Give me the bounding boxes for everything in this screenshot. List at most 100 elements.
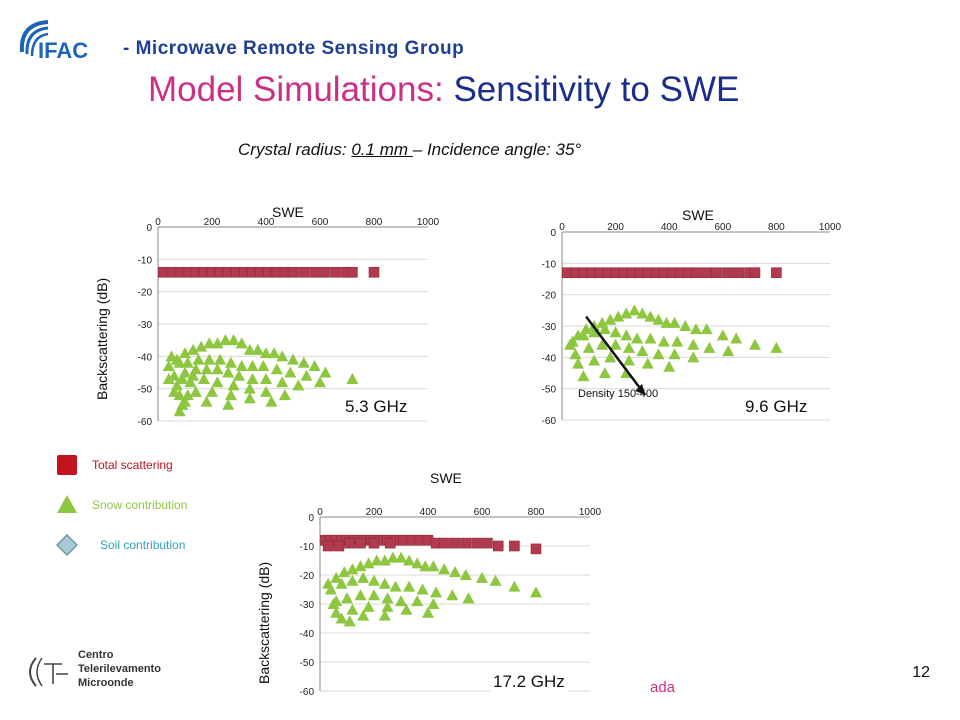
svg-text:IFAC: IFAC <box>38 38 88 63</box>
snow-contribution-point <box>357 609 370 621</box>
snow-contribution-point <box>235 360 248 372</box>
snow-contribution-point <box>620 329 633 341</box>
snow-contribution-point <box>687 351 700 363</box>
snow-contribution-point <box>476 571 488 583</box>
y-tick-label: -60 <box>300 687 315 698</box>
snow-contribution-point <box>582 341 595 353</box>
snow-contribution-point <box>203 337 216 349</box>
snow-contribution-point <box>660 316 673 328</box>
snow-contribution-point <box>572 357 585 369</box>
x-tick-label: 1000 <box>417 217 440 228</box>
density-arrow <box>585 315 647 396</box>
snow-contribution-point <box>403 554 416 566</box>
snow-contribution-point <box>260 347 272 359</box>
y-tick-label: 0 <box>550 228 556 239</box>
snow-contribution-point <box>378 609 391 621</box>
snow-contribution-point <box>400 603 413 615</box>
y-tick-label: -30 <box>138 320 153 331</box>
chart-9-6ghz-xlabel: SWE <box>682 207 714 223</box>
x-tick-label: 600 <box>714 222 731 233</box>
snow-contribution-point <box>641 357 654 369</box>
snow-contribution-point <box>612 310 625 322</box>
snow-contribution-point <box>427 598 440 609</box>
legend-soil-label: Soil contribution <box>100 538 186 552</box>
snow-contribution-point <box>187 343 200 355</box>
x-tick-label: 600 <box>474 507 491 518</box>
x-tick-label: 200 <box>204 217 221 228</box>
snow-contribution-point <box>227 334 240 346</box>
y-tick-label: -20 <box>138 288 153 299</box>
snow-contribution-point <box>636 345 649 357</box>
snow-contribution-point <box>181 389 194 401</box>
snow-contribution-point <box>179 347 191 359</box>
snow-contribution-point <box>588 326 601 338</box>
chart-5-3ghz: 0 -10 -20 -30 -40 -50 -60 0 200 400 600 800 1000 <box>128 215 440 435</box>
snow-contribution-point <box>354 589 367 601</box>
legend-snow-swatch <box>56 494 78 519</box>
snow-contribution-point <box>287 353 299 365</box>
ctm-logo-line2: Telerilevamento <box>78 663 161 675</box>
subtitle: Crystal radius: 0.1 mm – Incidence angle… <box>238 140 582 159</box>
ifac-logo: IFAC <box>18 18 118 72</box>
y-tick-label: -50 <box>542 385 557 396</box>
snow-contribution-point <box>335 612 348 624</box>
chart-5-3ghz-ylabel: Backscattering (dB) <box>94 277 110 400</box>
snow-contribution-point <box>308 360 321 372</box>
snow-contribution-point <box>197 372 210 384</box>
snow-contribution-point <box>378 554 391 566</box>
snow-contribution-point <box>577 370 590 382</box>
snow-contribution-point <box>284 366 297 378</box>
snow-contribution-point <box>319 366 332 378</box>
snow-contribution-point <box>395 551 407 563</box>
page-title: Model Simulations: Sensitivity to SWE <box>148 70 740 109</box>
snow-contribution-point <box>462 592 475 604</box>
snow-contribution-point <box>243 392 256 404</box>
snow-contribution-point <box>176 398 189 410</box>
chart-17-2ghz-xlabel: SWE <box>430 470 462 486</box>
total-scattering-point <box>287 266 299 278</box>
y-tick-label: -30 <box>542 322 557 333</box>
snow-contribution-point <box>206 385 218 397</box>
y-tick-label: -10 <box>542 259 557 270</box>
y-tick-label: -60 <box>138 417 153 428</box>
total-scattering-point <box>701 267 713 279</box>
y-tick-label: -40 <box>138 352 153 363</box>
total-scattering-point <box>771 267 782 279</box>
chart-9-6ghz-frequency: 9.6 GHz <box>742 397 811 417</box>
snow-contribution-point <box>609 326 622 338</box>
snow-contribution-point <box>257 360 270 372</box>
snow-contribution-point <box>671 335 684 347</box>
snow-contribution-point <box>416 583 429 595</box>
total-scattering-point <box>344 537 356 549</box>
snow-contribution-point <box>335 577 348 589</box>
snow-contribution-point <box>214 353 227 365</box>
snow-contribution-point <box>598 367 611 378</box>
snow-contribution-point <box>189 385 202 397</box>
snow-contribution-point <box>644 310 657 322</box>
snow-contribution-point <box>173 405 186 417</box>
snow-contribution-point <box>716 329 729 341</box>
x-tick-label: 1000 <box>819 222 842 233</box>
y-tick-label: 0 <box>146 223 152 234</box>
snow-contribution-point <box>722 345 735 357</box>
page-number: 12 <box>912 664 930 681</box>
snow-contribution-point <box>362 557 375 569</box>
snow-contribution-point <box>577 329 590 341</box>
total-scattering-point <box>482 537 493 549</box>
x-tick-label: 1000 <box>579 507 602 518</box>
y-tick-label: -30 <box>300 600 315 611</box>
total-scattering-point <box>449 537 461 549</box>
snow-contribution-point <box>200 395 213 407</box>
y-tick-label: 0 <box>308 513 314 524</box>
snow-contribution-point <box>770 341 783 353</box>
x-tick-label: 0 <box>155 217 161 228</box>
snow-contribution-point <box>628 304 641 316</box>
snow-contribution-point <box>569 348 582 360</box>
total-scattering-point <box>368 266 380 278</box>
snow-contribution-point <box>235 337 248 349</box>
chart-17-2ghz-ylabel: Backscattering (dB) <box>256 561 272 684</box>
snow-contribution-point <box>427 560 440 572</box>
snow-contribution-point <box>292 379 305 391</box>
group-title: - Microwave Remote Sensing Group <box>123 38 465 59</box>
snow-contribution-point <box>644 332 657 344</box>
